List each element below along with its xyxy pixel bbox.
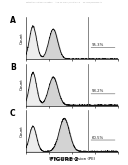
Text: 58.2%: 58.2%	[92, 89, 104, 93]
Y-axis label: Count: Count	[19, 79, 24, 90]
Text: B: B	[10, 63, 16, 72]
Y-axis label: Count: Count	[19, 33, 24, 44]
Text: FIGURE 2: FIGURE 2	[50, 157, 78, 162]
Text: A: A	[10, 16, 16, 25]
Text: 95.3%: 95.3%	[92, 43, 104, 47]
Text: 60.5%: 60.5%	[92, 136, 104, 140]
Y-axis label: Count: Count	[19, 125, 24, 137]
Text: Patent Application Publication      Aug. 23, 2012 / Sheet 2 of 8      US 2012/02: Patent Application Publication Aug. 23, …	[26, 1, 102, 3]
Text: C: C	[10, 109, 16, 118]
X-axis label: STRO-4 Expression (PE): STRO-4 Expression (PE)	[49, 157, 95, 161]
